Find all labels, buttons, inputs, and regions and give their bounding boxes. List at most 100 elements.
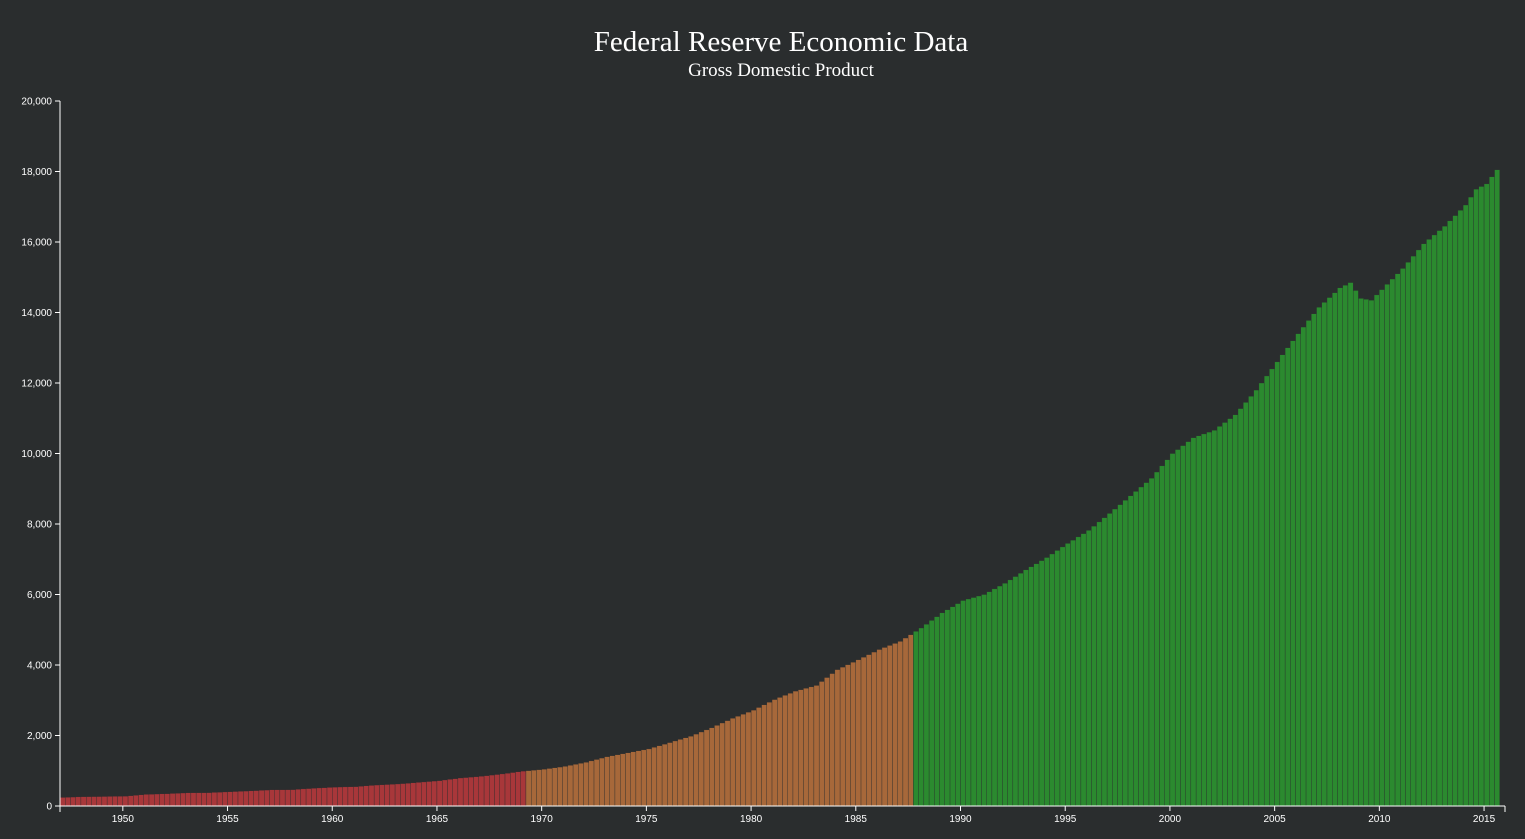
gdp-bar [1305,320,1312,807]
gdp-bar [1138,486,1144,807]
gdp-bar [1258,382,1265,807]
gdp-bar [169,793,176,807]
gdp-bar [1075,536,1082,807]
gdp-bar [745,711,752,807]
gdp-bar [1106,513,1113,807]
gdp-bar [787,693,794,807]
gdp-bar [112,796,118,807]
gdp-bar [452,778,459,807]
gdp-bar [337,786,343,807]
gdp-bar [70,796,76,807]
gdp-bar [389,784,396,807]
gdp-bar [1400,268,1406,807]
gdp-bar [588,760,595,807]
gdp-bar [368,785,375,807]
gdp-bar [1248,396,1254,807]
gdp-bar [887,645,893,807]
gdp-bar [782,695,788,807]
gdp-bar [1169,453,1176,807]
gdp-bar [609,755,616,807]
gdp-bar [892,643,898,807]
gdp-bar [876,649,883,807]
x-tick-label: 1960 [321,814,344,825]
gdp-bar [80,796,87,807]
gdp-bar [1326,297,1333,807]
gdp-bar [316,787,322,807]
gdp-bar [1049,553,1055,807]
gdp-bar [185,792,192,807]
gdp-bar [321,787,328,807]
gdp-bar [839,666,846,807]
gdp-bar [1279,354,1286,807]
gdp-bar [442,779,448,807]
gdp-bar [195,792,202,807]
gdp-bar [1384,284,1390,807]
gdp-bar [620,753,626,807]
gdp-bar [520,770,527,807]
gdp-bar [578,763,584,807]
gdp-bar [750,709,757,807]
gdp-bar [342,786,349,807]
gdp-bar [1206,431,1212,807]
gdp-bar [332,786,338,807]
gdp-bar [965,598,972,807]
gdp-bar [436,780,443,807]
y-tick-label: 20,000 [21,97,52,108]
gdp-bar [798,689,804,807]
gdp-bar [567,765,574,807]
gdp-bar [1133,491,1139,807]
gdp-bar [1216,426,1223,807]
gdp-bar [1164,459,1171,807]
gdp-bar [274,789,281,807]
gdp-bar [1263,375,1270,807]
gdp-bar [1415,249,1422,807]
gdp-bar [269,789,275,807]
gdp-bar [986,591,993,807]
gdp-bar [667,742,673,807]
x-tick-label: 1980 [740,814,763,825]
gdp-bar [907,634,914,807]
gdp-bar [881,647,888,807]
x-tick-label: 1995 [1054,814,1077,825]
gdp-bar [1201,433,1207,807]
gdp-bar [1185,441,1192,807]
gdp-bar [504,773,511,807]
gdp-bar [122,795,129,807]
gdp-bar [531,769,537,807]
gdp-bar [1284,347,1291,807]
gdp-bar [944,609,951,807]
gdp-bar [960,600,966,807]
y-tick-label: 16,000 [21,238,52,249]
gdp-bar [326,787,333,807]
y-tick-label: 12,000 [21,379,52,390]
gdp-bar [1441,225,1448,807]
gdp-bar [127,795,134,807]
gdp-bar [483,775,490,807]
gdp-bar [258,790,265,807]
gdp-bar [1405,262,1411,807]
gdp-bar [630,751,637,807]
gdp-bar [536,769,542,807]
gdp-bar [353,786,359,807]
gdp-bar [771,699,778,807]
chart-title: Federal Reserve Economic Data [594,26,969,58]
gdp-bar [1478,186,1485,807]
gdp-bar [431,780,438,807]
y-tick-label: 10,000 [21,449,52,460]
gdp-bar [1462,204,1469,807]
gdp-bar [510,772,516,807]
gdp-bar [1091,525,1097,807]
gdp-bar [489,774,495,807]
gdp-bar [698,731,705,807]
gdp-bar [279,789,286,807]
gdp-bar [421,781,427,807]
gdp-bar [635,750,642,807]
gdp-bar [714,725,720,807]
gdp-bar [138,794,144,807]
x-tick-label: 2010 [1368,814,1391,825]
gdp-bar [264,789,270,807]
gdp-bar [1494,169,1500,807]
gdp-bar [1028,566,1034,807]
gdp-bar [1447,220,1453,807]
gdp-bar [206,792,213,807]
